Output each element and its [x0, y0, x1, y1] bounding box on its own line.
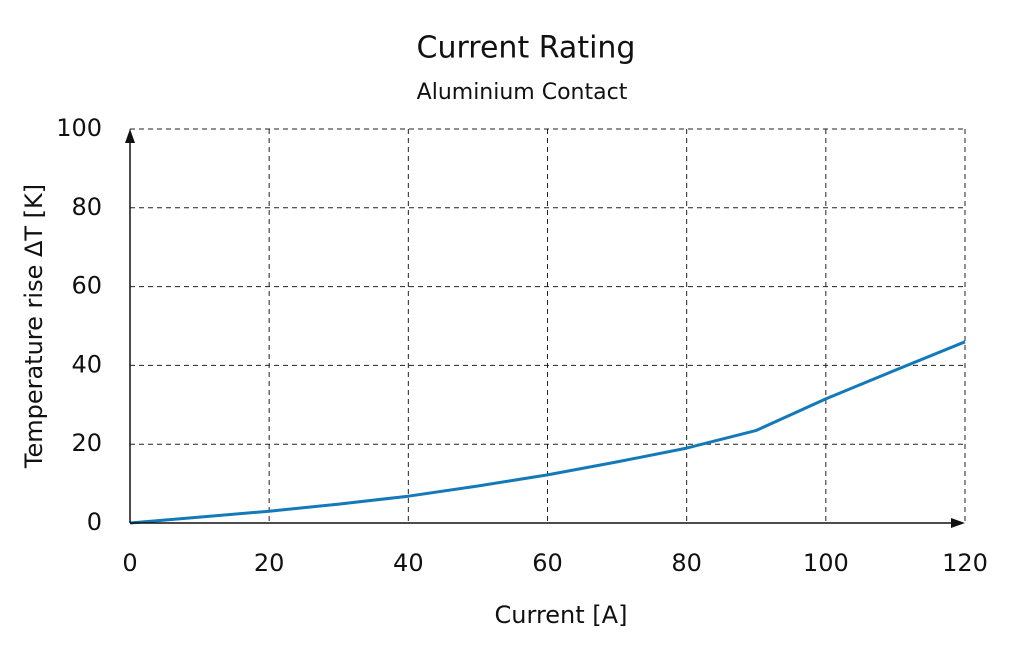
- x-tick-label: 80: [671, 549, 702, 577]
- y-tick-label: 80: [71, 193, 102, 221]
- x-axis-arrow: [951, 518, 965, 528]
- y-tick-label: 100: [56, 114, 102, 142]
- x-tick-label: 120: [942, 549, 988, 577]
- y-axis-label: Temperature rise ΔT [K]: [20, 184, 48, 469]
- chart-title: Current Rating: [417, 31, 636, 66]
- y-tick-label: 60: [71, 272, 102, 300]
- x-tick-label: 20: [254, 549, 285, 577]
- x-tick-label: 40: [393, 549, 424, 577]
- x-tick-label: 0: [122, 549, 137, 577]
- data-line: [129, 340, 966, 525]
- y-tick-label: 0: [87, 508, 102, 536]
- y-tick-label: 20: [71, 429, 102, 457]
- x-axis-label: Current [A]: [495, 601, 628, 629]
- x-tick-label: 60: [532, 549, 563, 577]
- plot-area: 0 20 40 60 80 100 0 20 40 60 80 100 120: [56, 114, 988, 577]
- y-axis-arrow: [125, 129, 135, 143]
- x-tick-label: 100: [803, 549, 849, 577]
- chart-subtitle: Aluminium Contact: [417, 80, 628, 105]
- y-tick-label: 40: [71, 350, 102, 378]
